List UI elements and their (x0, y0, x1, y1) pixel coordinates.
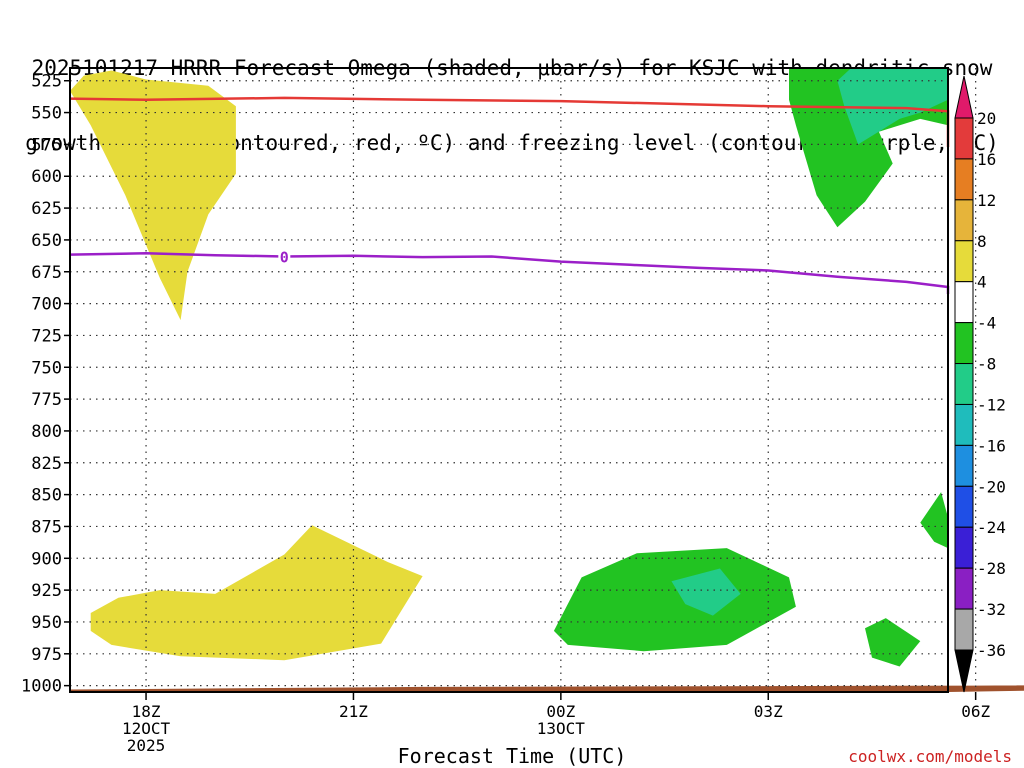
colorbar-swatch-9 (954, 485, 974, 528)
colorbar-label-12: -32 (977, 600, 1006, 619)
y-tick-label-825: 825 (31, 454, 62, 474)
x-tick-label-21Z: 21Z (339, 702, 368, 721)
colorbar-swatch-3 (954, 240, 974, 283)
y-tick-label-975: 975 (31, 645, 62, 665)
y-tick-label-650: 650 (31, 231, 62, 251)
x-tick-label-03Z: 03Z (754, 702, 783, 721)
omega-region-13 (671, 568, 741, 616)
colorbar-swatch-2 (954, 199, 974, 242)
omega-region-6 (837, 68, 948, 145)
colorbar-swatch-10 (954, 526, 974, 569)
y-tick-label-900: 900 (31, 549, 62, 569)
omega-region-16 (865, 618, 921, 667)
colorbar-label-11: -28 (977, 559, 1006, 578)
y-tick-label-875: 875 (31, 517, 62, 537)
y-tick-label-700: 700 (31, 295, 62, 315)
colorbar-label-6: -8 (977, 355, 996, 374)
y-axis: 525 550 575 600 625 650 675 700 725 750 775 800 825 8… (21, 72, 70, 697)
colorbar-swatch-4 (954, 281, 974, 324)
freezing-level-label: 0 (280, 248, 289, 266)
colorbar-swatch-0 (954, 117, 974, 160)
x-tick-label-06Z: 06Z (961, 702, 990, 721)
colorbar-label-7: -12 (977, 395, 1006, 414)
colorbar-swatch-1 (954, 158, 974, 201)
y-tick-label-950: 950 (31, 613, 62, 633)
y-tick-label-800: 800 (31, 422, 62, 442)
y-tick-label-1000: 1000 (21, 677, 62, 697)
omega-region-14 (920, 492, 948, 571)
x-date-label-18Z: 12OCT (122, 719, 171, 738)
colorbar-swatch-5 (954, 322, 974, 365)
y-tick-label-525: 525 (31, 72, 62, 92)
colorbar-label-0: 20 (977, 109, 996, 128)
y-tick-label-925: 925 (31, 581, 62, 601)
omega-shading (70, 68, 948, 667)
colorbar-label-5: -4 (977, 314, 996, 333)
colorbar-label-8: -16 (977, 436, 1006, 455)
colorbar-label-13: -36 (977, 641, 1006, 660)
colorbar-label-2: 12 (977, 191, 996, 210)
x-date-label-00Z: 13OCT (537, 719, 586, 738)
omega-region-12 (553, 548, 796, 652)
watermark: coolwx.com/models (848, 747, 1012, 766)
plot-frame (69, 67, 949, 693)
y-tick-label-550: 550 (31, 104, 62, 124)
freezing-level-line (69, 252, 950, 294)
colorbar-top-arrow (954, 75, 974, 119)
y-tick-label-850: 850 (31, 486, 62, 506)
colorbar-bottom-arrow (954, 649, 974, 693)
colorbar-swatch-6 (954, 363, 974, 405)
y-tick-label-675: 675 (31, 263, 62, 283)
x-axis: 18Z12OCT202521Z00Z13OCT03Z06Z09Z (122, 692, 990, 755)
x-tick-label-00Z: 00Z (546, 702, 575, 721)
terrain-area (70, 685, 1024, 692)
x-axis-title: Forecast Time (UTC) (397, 744, 627, 768)
colorbar: 20 16 12 8 4 -4 -8 -12 -16 -20 -24 -28 -32 -36 (954, 75, 1006, 693)
colorbar-swatch-7 (954, 403, 974, 446)
colorbar-label-9: -20 (977, 477, 1006, 496)
y-tick-label-625: 625 (31, 199, 62, 219)
terrain-fill (70, 685, 1024, 692)
x-year-label-18Z: 2025 (127, 736, 166, 755)
colorbar-label-4: 4 (977, 273, 987, 292)
y-tick-label-600: 600 (31, 167, 62, 187)
colorbar-label-1: 16 (977, 150, 996, 169)
colorbar-swatch-8 (954, 444, 974, 487)
y-tick-label-775: 775 (31, 390, 62, 410)
colorbar-swatch-11 (954, 567, 974, 610)
y-tick-label-575: 575 (31, 135, 62, 155)
y-tick-label-750: 750 (31, 358, 62, 378)
y-tick-label-725: 725 (31, 326, 62, 346)
grid (70, 68, 977, 692)
x-tick-label-18Z: 18Z (132, 702, 161, 721)
colorbar-label-3: 8 (977, 232, 987, 251)
colorbar-label-10: -24 (977, 518, 1006, 537)
freezing-label-bg (278, 248, 291, 265)
omega-region-0 (70, 70, 236, 321)
omega-region-1 (90, 525, 423, 661)
colorbar-swatch-12 (954, 608, 974, 651)
